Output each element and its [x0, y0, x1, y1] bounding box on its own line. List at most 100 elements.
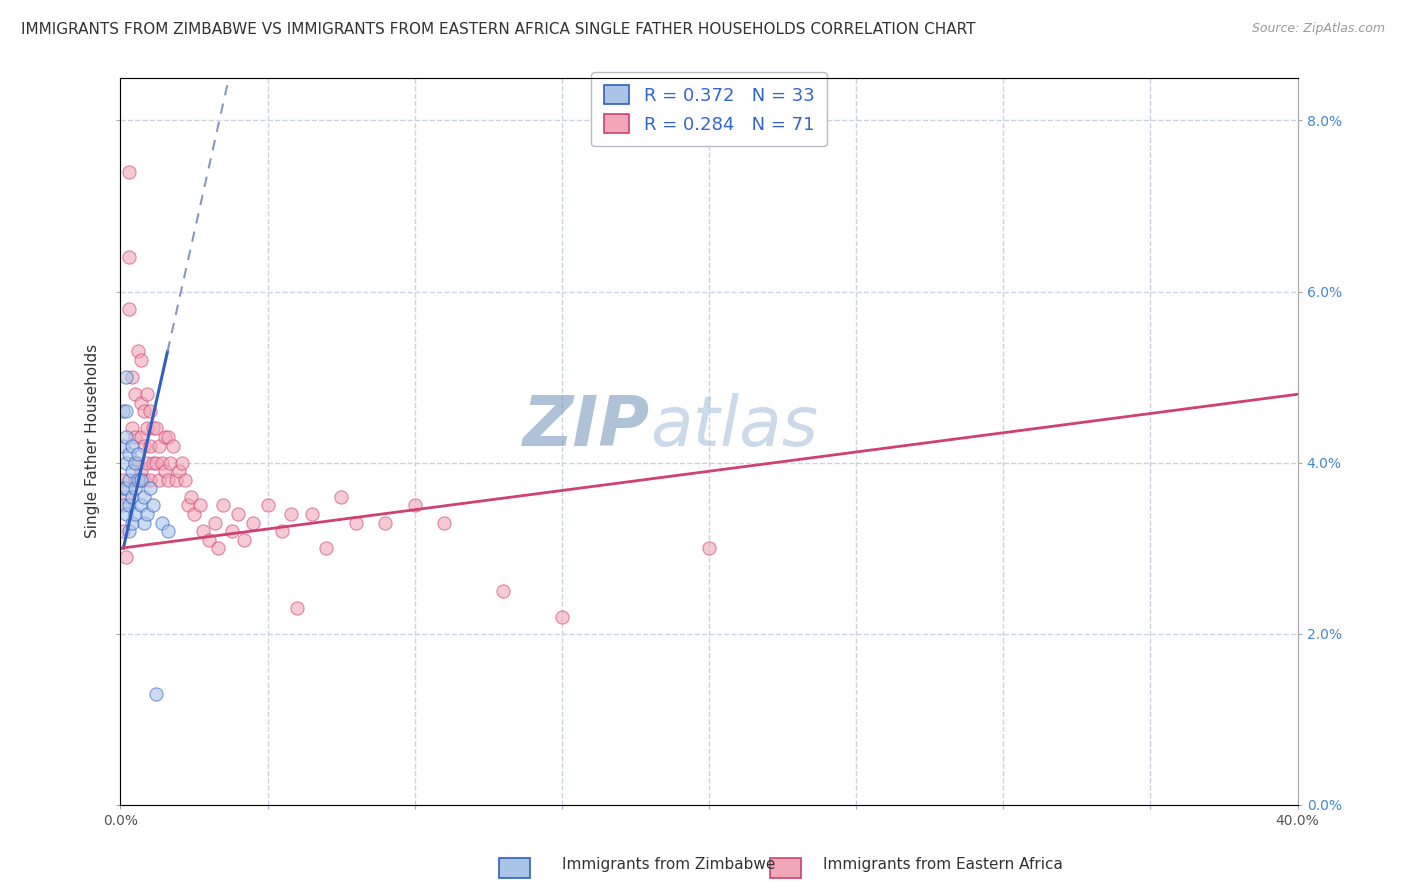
Point — [124, 481, 146, 495]
Point — [112, 481, 135, 495]
Point — [207, 541, 229, 556]
Point — [280, 507, 302, 521]
Point — [233, 533, 256, 547]
Point — [148, 473, 170, 487]
Point — [153, 464, 176, 478]
Text: Immigrants from Zimbabwe: Immigrants from Zimbabwe — [562, 857, 776, 872]
Point — [124, 456, 146, 470]
Point — [121, 421, 143, 435]
Point — [115, 430, 138, 444]
Point — [271, 524, 294, 538]
Point — [139, 481, 162, 495]
Point — [129, 473, 152, 487]
Point — [159, 456, 181, 470]
Point — [121, 516, 143, 530]
Point — [112, 404, 135, 418]
Point — [142, 421, 165, 435]
Point — [132, 516, 155, 530]
Point — [180, 490, 202, 504]
Point — [124, 507, 146, 521]
Point — [344, 516, 367, 530]
Point — [221, 524, 243, 538]
Point — [118, 447, 141, 461]
Point — [132, 473, 155, 487]
Point — [115, 456, 138, 470]
Text: Immigrants from Eastern Africa: Immigrants from Eastern Africa — [823, 857, 1063, 872]
Point — [132, 404, 155, 418]
Point — [188, 499, 211, 513]
Point — [145, 421, 167, 435]
Point — [162, 439, 184, 453]
Point — [330, 490, 353, 504]
Point — [301, 507, 323, 521]
Point — [127, 344, 149, 359]
Point — [492, 584, 515, 599]
Point — [132, 439, 155, 453]
Y-axis label: Single Father Households: Single Father Households — [86, 344, 100, 539]
Point — [135, 456, 157, 470]
Point — [124, 430, 146, 444]
Point — [174, 473, 197, 487]
Point — [118, 165, 141, 179]
Point — [115, 549, 138, 564]
Point — [118, 473, 141, 487]
Point — [129, 430, 152, 444]
Point — [118, 301, 141, 316]
Point — [129, 353, 152, 368]
Point — [132, 490, 155, 504]
Point — [139, 439, 162, 453]
Point — [121, 370, 143, 384]
Point — [169, 464, 191, 478]
Text: ZIP: ZIP — [523, 393, 650, 460]
Point — [165, 473, 187, 487]
Point — [148, 439, 170, 453]
Point — [115, 370, 138, 384]
Point — [145, 456, 167, 470]
Point — [212, 499, 235, 513]
Point — [153, 430, 176, 444]
Point — [118, 251, 141, 265]
Point — [226, 507, 249, 521]
Point — [156, 473, 179, 487]
Point — [156, 524, 179, 538]
Text: atlas: atlas — [650, 393, 818, 460]
Point — [115, 490, 138, 504]
Point — [121, 464, 143, 478]
Point — [127, 473, 149, 487]
Point — [256, 499, 278, 513]
Point — [112, 439, 135, 453]
Text: Source: ZipAtlas.com: Source: ZipAtlas.com — [1251, 22, 1385, 36]
Point — [183, 507, 205, 521]
Point — [121, 490, 143, 504]
Point — [115, 481, 138, 495]
Point — [285, 601, 308, 615]
Point — [129, 499, 152, 513]
Point — [115, 507, 138, 521]
Point — [177, 499, 200, 513]
Point — [135, 421, 157, 435]
Point — [112, 473, 135, 487]
Point — [172, 456, 194, 470]
Point — [112, 524, 135, 538]
Point — [197, 533, 219, 547]
Point — [242, 516, 264, 530]
Point — [129, 464, 152, 478]
Point — [124, 473, 146, 487]
Point — [112, 499, 135, 513]
Point — [551, 609, 574, 624]
Point — [191, 524, 214, 538]
Point — [115, 404, 138, 418]
Point — [697, 541, 720, 556]
Point — [142, 499, 165, 513]
Point — [127, 447, 149, 461]
Point — [135, 387, 157, 401]
Point — [129, 396, 152, 410]
Point — [142, 456, 165, 470]
Point — [121, 439, 143, 453]
Point — [118, 524, 141, 538]
Point — [139, 404, 162, 418]
Point — [135, 507, 157, 521]
Point — [118, 499, 141, 513]
Point — [150, 516, 173, 530]
Point — [204, 516, 226, 530]
